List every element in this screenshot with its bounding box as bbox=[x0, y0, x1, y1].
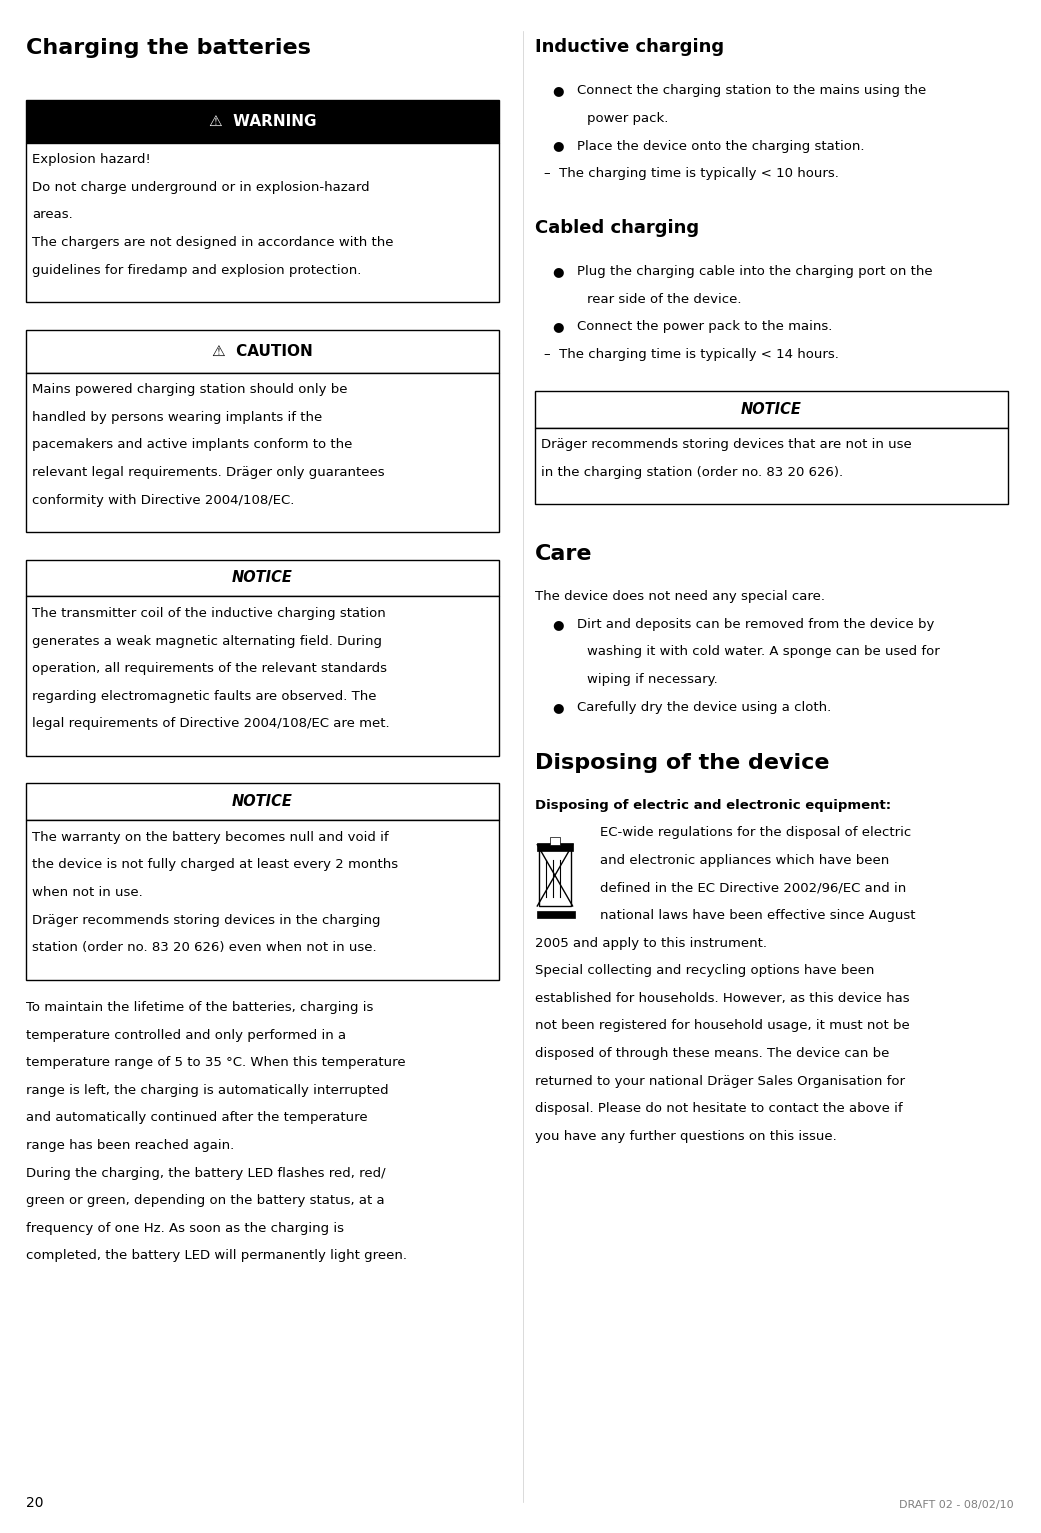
Text: Cabled charging: Cabled charging bbox=[535, 219, 700, 238]
Text: relevant legal requirements. Dräger only guarantees: relevant legal requirements. Dräger only… bbox=[32, 466, 385, 478]
Text: ⚠  WARNING: ⚠ WARNING bbox=[208, 113, 316, 129]
Text: Dräger recommends storing devices in the charging: Dräger recommends storing devices in the… bbox=[32, 914, 381, 926]
Text: green or green, depending on the battery status, at a: green or green, depending on the battery… bbox=[26, 1194, 384, 1206]
Bar bbox=[550, 837, 560, 845]
Text: and electronic appliances which have been: and electronic appliances which have bee… bbox=[600, 854, 889, 866]
Bar bbox=[26, 820, 499, 980]
Text: and automatically continued after the temperature: and automatically continued after the te… bbox=[26, 1111, 367, 1124]
Text: Disposing of electric and electronic equipment:: Disposing of electric and electronic equ… bbox=[535, 799, 891, 811]
Bar bbox=[539, 848, 570, 906]
Text: The device does not need any special care.: The device does not need any special car… bbox=[535, 590, 826, 602]
Text: NOTICE: NOTICE bbox=[741, 402, 802, 417]
Text: Connect the power pack to the mains.: Connect the power pack to the mains. bbox=[577, 320, 832, 333]
Text: in the charging station (order no. 83 20 626).: in the charging station (order no. 83 20… bbox=[541, 466, 843, 478]
Text: EC-wide regulations for the disposal of electric: EC-wide regulations for the disposal of … bbox=[600, 826, 911, 839]
Text: Charging the batteries: Charging the batteries bbox=[26, 38, 311, 58]
Text: –  The charging time is typically < 10 hours.: – The charging time is typically < 10 ho… bbox=[543, 167, 838, 179]
Bar bbox=[26, 560, 499, 596]
Text: The warranty on the battery becomes null and void if: The warranty on the battery becomes null… bbox=[32, 831, 389, 843]
Text: ●: ● bbox=[553, 265, 564, 277]
Text: Explosion hazard!: Explosion hazard! bbox=[32, 153, 151, 166]
Text: Inductive charging: Inductive charging bbox=[535, 38, 725, 57]
Text: Do not charge underground or in explosion-hazard: Do not charge underground or in explosio… bbox=[32, 181, 370, 193]
Text: Plug the charging cable into the charging port on the: Plug the charging cable into the chargin… bbox=[577, 265, 933, 277]
Text: handled by persons wearing implants if the: handled by persons wearing implants if t… bbox=[32, 411, 323, 423]
Text: To maintain the lifetime of the batteries, charging is: To maintain the lifetime of the batterie… bbox=[26, 1001, 374, 1013]
Text: ⚠  CAUTION: ⚠ CAUTION bbox=[212, 343, 312, 359]
Text: The transmitter coil of the inductive charging station: The transmitter coil of the inductive ch… bbox=[32, 607, 386, 619]
Bar bbox=[26, 373, 499, 532]
Text: Disposing of the device: Disposing of the device bbox=[535, 753, 830, 773]
Text: when not in use.: when not in use. bbox=[32, 886, 143, 898]
Text: areas.: areas. bbox=[32, 208, 73, 221]
Text: conformity with Directive 2004/108/EC.: conformity with Directive 2004/108/EC. bbox=[32, 494, 295, 506]
Text: completed, the battery LED will permanently light green.: completed, the battery LED will permanen… bbox=[26, 1249, 407, 1262]
Text: legal requirements of Directive 2004/108/EC are met.: legal requirements of Directive 2004/108… bbox=[32, 717, 389, 730]
Text: not been registered for household usage, it must not be: not been registered for household usage,… bbox=[535, 1019, 910, 1032]
Text: rear side of the device.: rear side of the device. bbox=[587, 293, 741, 305]
Text: –  The charging time is typically < 14 hours.: – The charging time is typically < 14 ho… bbox=[543, 348, 838, 360]
Text: 20: 20 bbox=[26, 1496, 44, 1510]
Bar bbox=[26, 330, 499, 373]
Text: range is left, the charging is automatically interrupted: range is left, the charging is automatic… bbox=[26, 1084, 388, 1096]
Text: temperature range of 5 to 35 °C. When this temperature: temperature range of 5 to 35 °C. When th… bbox=[26, 1056, 406, 1069]
Text: ●: ● bbox=[553, 320, 564, 333]
Text: ●: ● bbox=[553, 140, 564, 152]
Text: Dirt and deposits can be removed from the device by: Dirt and deposits can be removed from th… bbox=[577, 618, 934, 630]
Text: NOTICE: NOTICE bbox=[232, 794, 293, 809]
Text: operation, all requirements of the relevant standards: operation, all requirements of the relev… bbox=[32, 662, 387, 675]
Bar bbox=[26, 783, 499, 820]
Text: Dräger recommends storing devices that are not in use: Dräger recommends storing devices that a… bbox=[541, 438, 912, 451]
Text: station (order no. 83 20 626) even when not in use.: station (order no. 83 20 626) even when … bbox=[32, 941, 377, 954]
Text: Special collecting and recycling options have been: Special collecting and recycling options… bbox=[535, 964, 874, 977]
Text: ●: ● bbox=[553, 84, 564, 97]
Text: range has been reached again.: range has been reached again. bbox=[26, 1139, 234, 1151]
Bar bbox=[26, 143, 499, 302]
Bar bbox=[535, 391, 1008, 428]
Text: national laws have been effective since August: national laws have been effective since … bbox=[600, 909, 915, 921]
Text: Carefully dry the device using a cloth.: Carefully dry the device using a cloth. bbox=[577, 701, 831, 713]
Text: wiping if necessary.: wiping if necessary. bbox=[587, 673, 718, 685]
Text: generates a weak magnetic alternating field. During: generates a weak magnetic alternating fi… bbox=[32, 635, 382, 647]
Text: you have any further questions on this issue.: you have any further questions on this i… bbox=[535, 1130, 837, 1142]
Text: guidelines for firedamp and explosion protection.: guidelines for firedamp and explosion pr… bbox=[32, 264, 361, 276]
Text: disposed of through these means. The device can be: disposed of through these means. The dev… bbox=[535, 1047, 890, 1059]
Text: Connect the charging station to the mains using the: Connect the charging station to the main… bbox=[577, 84, 926, 97]
Text: NOTICE: NOTICE bbox=[232, 570, 293, 586]
Text: the device is not fully charged at least every 2 months: the device is not fully charged at least… bbox=[32, 858, 399, 871]
Bar bbox=[537, 843, 573, 851]
Text: washing it with cold water. A sponge can be used for: washing it with cold water. A sponge can… bbox=[587, 645, 940, 658]
Text: ●: ● bbox=[553, 701, 564, 713]
Text: Place the device onto the charging station.: Place the device onto the charging stati… bbox=[577, 140, 864, 152]
Bar bbox=[26, 596, 499, 756]
Text: The chargers are not designed in accordance with the: The chargers are not designed in accorda… bbox=[32, 236, 393, 248]
Text: returned to your national Dräger Sales Organisation for: returned to your national Dräger Sales O… bbox=[535, 1075, 906, 1087]
Text: pacemakers and active implants conform to the: pacemakers and active implants conform t… bbox=[32, 438, 353, 451]
Bar bbox=[26, 100, 499, 143]
Text: disposal. Please do not hesitate to contact the above if: disposal. Please do not hesitate to cont… bbox=[535, 1102, 903, 1114]
Text: ●: ● bbox=[553, 618, 564, 630]
Text: Mains powered charging station should only be: Mains powered charging station should on… bbox=[32, 383, 348, 396]
Text: power pack.: power pack. bbox=[587, 112, 668, 124]
Text: frequency of one Hz. As soon as the charging is: frequency of one Hz. As soon as the char… bbox=[26, 1222, 344, 1234]
Text: During the charging, the battery LED flashes red, red/: During the charging, the battery LED fla… bbox=[26, 1167, 385, 1179]
Bar bbox=[537, 911, 575, 918]
Text: regarding electromagnetic faults are observed. The: regarding electromagnetic faults are obs… bbox=[32, 690, 377, 702]
Text: 2005 and apply to this instrument.: 2005 and apply to this instrument. bbox=[535, 937, 767, 949]
Text: temperature controlled and only performed in a: temperature controlled and only performe… bbox=[26, 1029, 346, 1041]
Bar bbox=[535, 428, 1008, 504]
Text: DRAFT 02 - 08/02/10: DRAFT 02 - 08/02/10 bbox=[898, 1499, 1013, 1510]
Text: Care: Care bbox=[535, 544, 592, 564]
Text: defined in the EC Directive 2002/96/EC and in: defined in the EC Directive 2002/96/EC a… bbox=[600, 881, 906, 894]
Text: established for households. However, as this device has: established for households. However, as … bbox=[535, 992, 910, 1004]
